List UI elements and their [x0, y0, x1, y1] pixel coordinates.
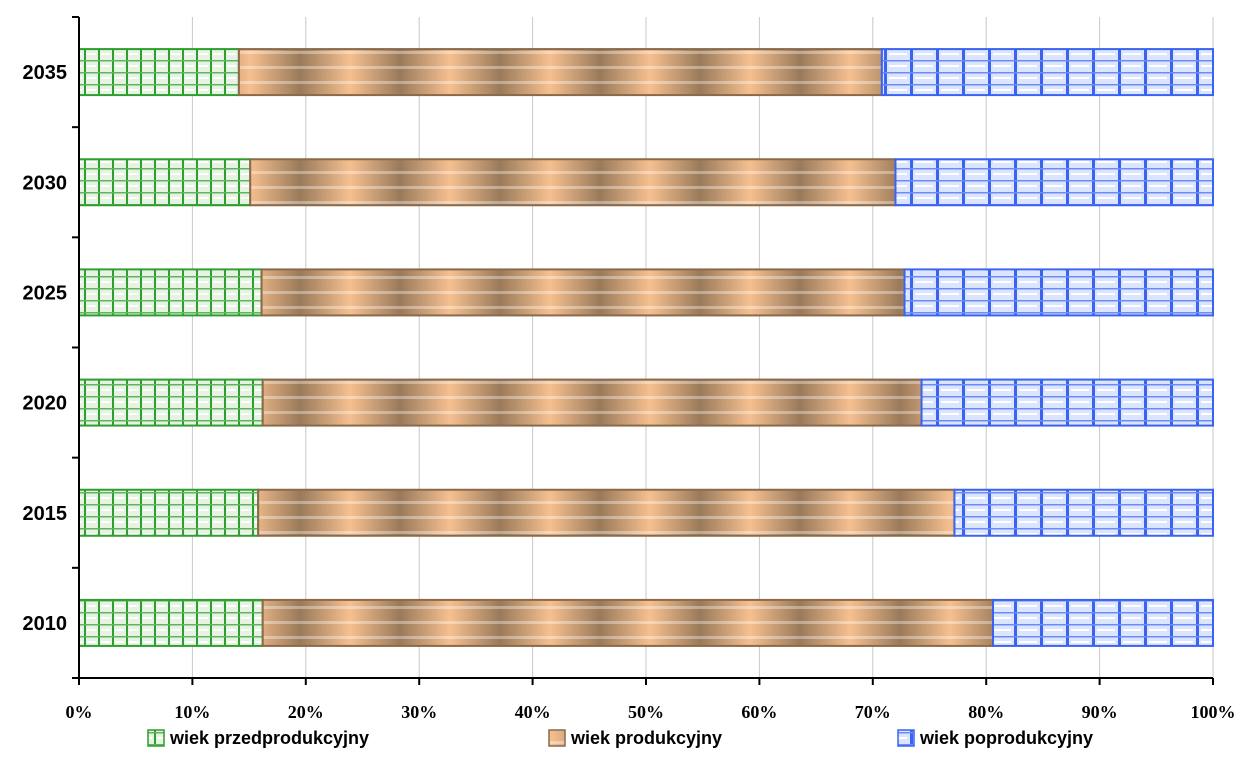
x-tick-label: 50%	[628, 702, 664, 722]
bar-segment	[78, 158, 252, 207]
bar-segment	[261, 378, 923, 427]
axes: 0% 10% 20% 30% 40% 50% 60% 70% 80% 90% 100% 2010 201…	[23, 16, 1236, 722]
y-tick-label: 2015	[23, 503, 68, 525]
legend: wiek przedprodukcyjny wiek produkcyjny wie…	[147, 728, 1093, 748]
bar-segment	[261, 598, 995, 647]
bar-segment	[903, 268, 1214, 317]
y-tick-label: 2020	[23, 393, 68, 415]
bar-segment	[894, 158, 1214, 207]
legend-label: wiek produkcyjny	[570, 728, 722, 748]
legend-swatch	[897, 729, 915, 747]
bar-segment	[880, 48, 1214, 97]
y-tick-label: 2030	[23, 172, 68, 194]
x-tick-label: 40%	[515, 702, 551, 722]
x-tick-label: 10%	[174, 702, 210, 722]
x-tick-label: 70%	[855, 702, 891, 722]
bars	[78, 48, 1215, 647]
bar-segment	[953, 488, 1214, 537]
x-tick-label: 80%	[968, 702, 1004, 722]
bar-segment	[257, 488, 956, 537]
bar-segment	[249, 158, 897, 207]
legend-swatch	[147, 729, 165, 747]
x-tick-label: 20%	[288, 702, 324, 722]
legend-label: wiek przedprodukcyjny	[169, 728, 369, 748]
x-tick-label: 60%	[741, 702, 777, 722]
bar-segment	[78, 598, 264, 647]
x-tick-label: 100%	[1191, 702, 1236, 722]
legend-label: wiek poprodukcyjny	[919, 728, 1093, 748]
x-tick-label: 30%	[401, 702, 437, 722]
bar-segment	[78, 378, 264, 427]
bar-segment	[78, 268, 263, 317]
bar-segment	[260, 268, 906, 317]
bar-segment	[78, 48, 240, 97]
gridlines	[191, 17, 1214, 678]
y-tick-label: 2010	[23, 613, 68, 635]
bar-segment	[237, 48, 883, 97]
x-tick-label: 90%	[1082, 702, 1118, 722]
bar-segment	[78, 488, 260, 537]
y-tick-label: 2035	[23, 62, 68, 84]
bar-segment	[920, 378, 1214, 427]
y-tick-label: 2025	[23, 282, 68, 304]
x-tick-label: 0%	[66, 702, 93, 722]
bar-segment	[992, 598, 1215, 647]
legend-swatch	[548, 729, 566, 747]
